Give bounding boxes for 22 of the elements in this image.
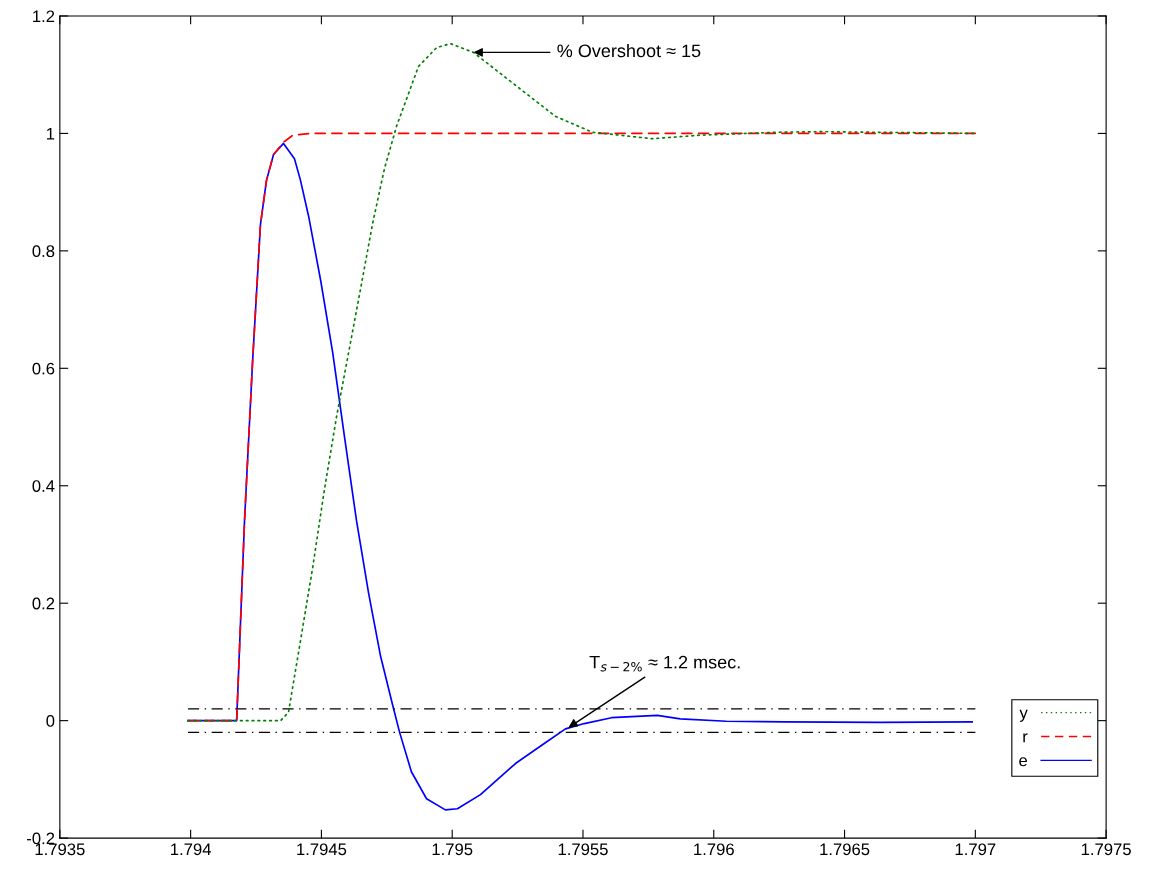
legend-label: y [1019,709,1028,722]
x-tick-label: 1.796 [694,843,734,856]
y-tick-label: 0 [46,715,55,727]
y-tick-label: 0.4 [32,480,55,492]
y-tick-label: 0.2 [32,597,55,610]
x-tick-label: 1.797 [955,843,996,856]
x-tick-label: 1.7935 [35,843,85,856]
y-tick-label: 1.2 [33,10,55,23]
y-tick-label: -0.2 [27,832,55,845]
y-tick-label: 0.6 [32,362,55,375]
x-tick-label: 1.7945 [297,843,347,856]
x-tick-label: 1.7975 [1081,843,1131,856]
annotation: % Overshoot ≈ 15 [557,43,701,58]
x-tick-label: 1.7965 [820,843,870,856]
x-tick-label: 1.794 [171,843,211,856]
annotation: T$_{s−2%}$ ≈ 1.2 msec. [589,655,740,672]
x-tick-label: 1.795 [432,843,473,856]
legend-label: e [1019,757,1028,767]
x-tick-label: 1.7955 [558,843,608,856]
y-tick-label: 0.8 [32,245,55,258]
y-tick-label: 1 [46,127,55,140]
legend-label: r [1023,733,1028,743]
